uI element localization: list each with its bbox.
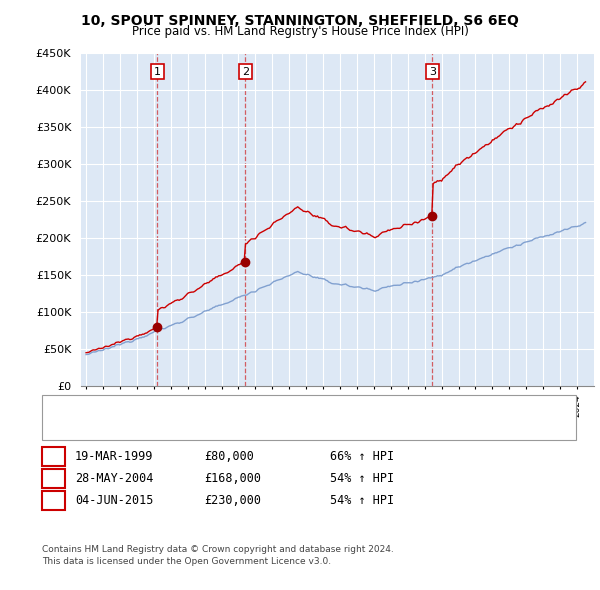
Text: 2: 2 [242,67,249,77]
Text: 3: 3 [50,494,57,507]
Text: 66% ↑ HPI: 66% ↑ HPI [330,450,394,463]
Text: 10, SPOUT SPINNEY, STANNINGTON, SHEFFIELD, S6 6EQ: 10, SPOUT SPINNEY, STANNINGTON, SHEFFIEL… [81,14,519,28]
Text: 10, SPOUT SPINNEY, STANNINGTON, SHEFFIELD, S6 6EQ (semi-detached house): 10, SPOUT SPINNEY, STANNINGTON, SHEFFIEL… [87,403,484,412]
Text: 3: 3 [429,67,436,77]
Text: £230,000: £230,000 [204,494,261,507]
Text: 54% ↑ HPI: 54% ↑ HPI [330,472,394,485]
Text: £80,000: £80,000 [204,450,254,463]
Text: Price paid vs. HM Land Registry's House Price Index (HPI): Price paid vs. HM Land Registry's House … [131,25,469,38]
Text: 28-MAY-2004: 28-MAY-2004 [75,472,154,485]
Text: HPI: Average price, semi-detached house, Sheffield: HPI: Average price, semi-detached house,… [87,422,343,432]
Text: 54% ↑ HPI: 54% ↑ HPI [330,494,394,507]
Text: £168,000: £168,000 [204,472,261,485]
Text: Contains HM Land Registry data © Crown copyright and database right 2024.: Contains HM Land Registry data © Crown c… [42,545,394,555]
Text: 1: 1 [154,67,161,77]
Text: 04-JUN-2015: 04-JUN-2015 [75,494,154,507]
Text: 2: 2 [50,472,57,485]
Text: This data is licensed under the Open Government Licence v3.0.: This data is licensed under the Open Gov… [42,557,331,566]
Text: 19-MAR-1999: 19-MAR-1999 [75,450,154,463]
Text: 1: 1 [50,450,57,463]
